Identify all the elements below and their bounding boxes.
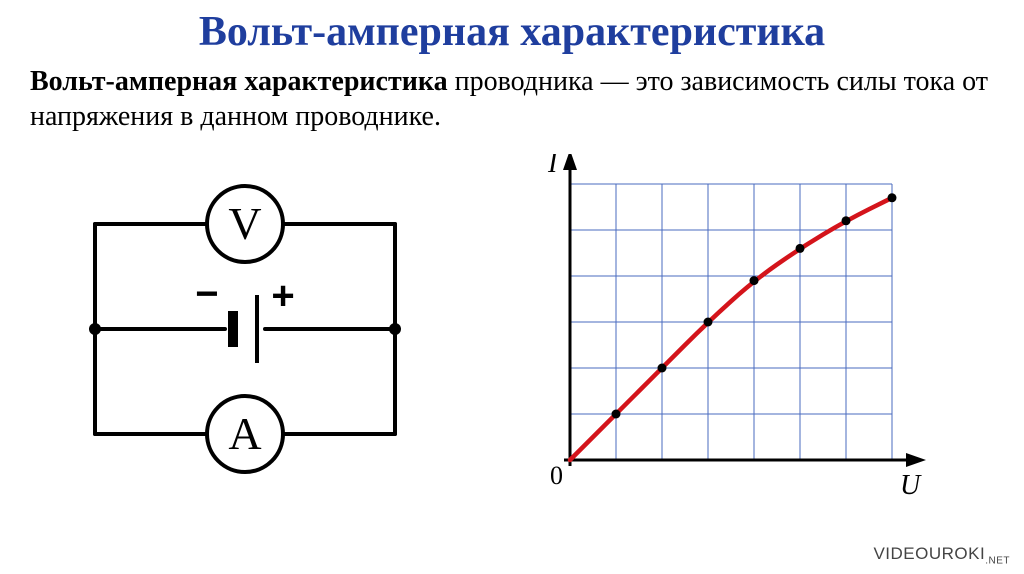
description-bold: Вольт-амперная характеристика (30, 66, 448, 97)
svg-text:U: U (900, 470, 922, 501)
iv-chart: I U 0 (520, 154, 994, 514)
watermark-brand: VIDEOUROKI (873, 544, 985, 563)
content-row: V− + A I U 0 (0, 134, 1024, 514)
circuit-diagram: V− + A (30, 154, 460, 514)
svg-text:0: 0 (550, 461, 563, 490)
watermark: VIDEOUROKI.NET (873, 544, 1010, 566)
watermark-suffix: .NET (985, 555, 1010, 566)
svg-text:+: + (271, 274, 294, 318)
svg-text:V: V (228, 198, 261, 249)
svg-text:A: A (228, 408, 261, 459)
svg-text:I: I (547, 154, 559, 179)
svg-text:−: − (195, 272, 218, 316)
page-title: Вольт-амперная характеристика (0, 0, 1024, 56)
description-text: Вольт-амперная характеристика проводника… (0, 56, 1024, 134)
